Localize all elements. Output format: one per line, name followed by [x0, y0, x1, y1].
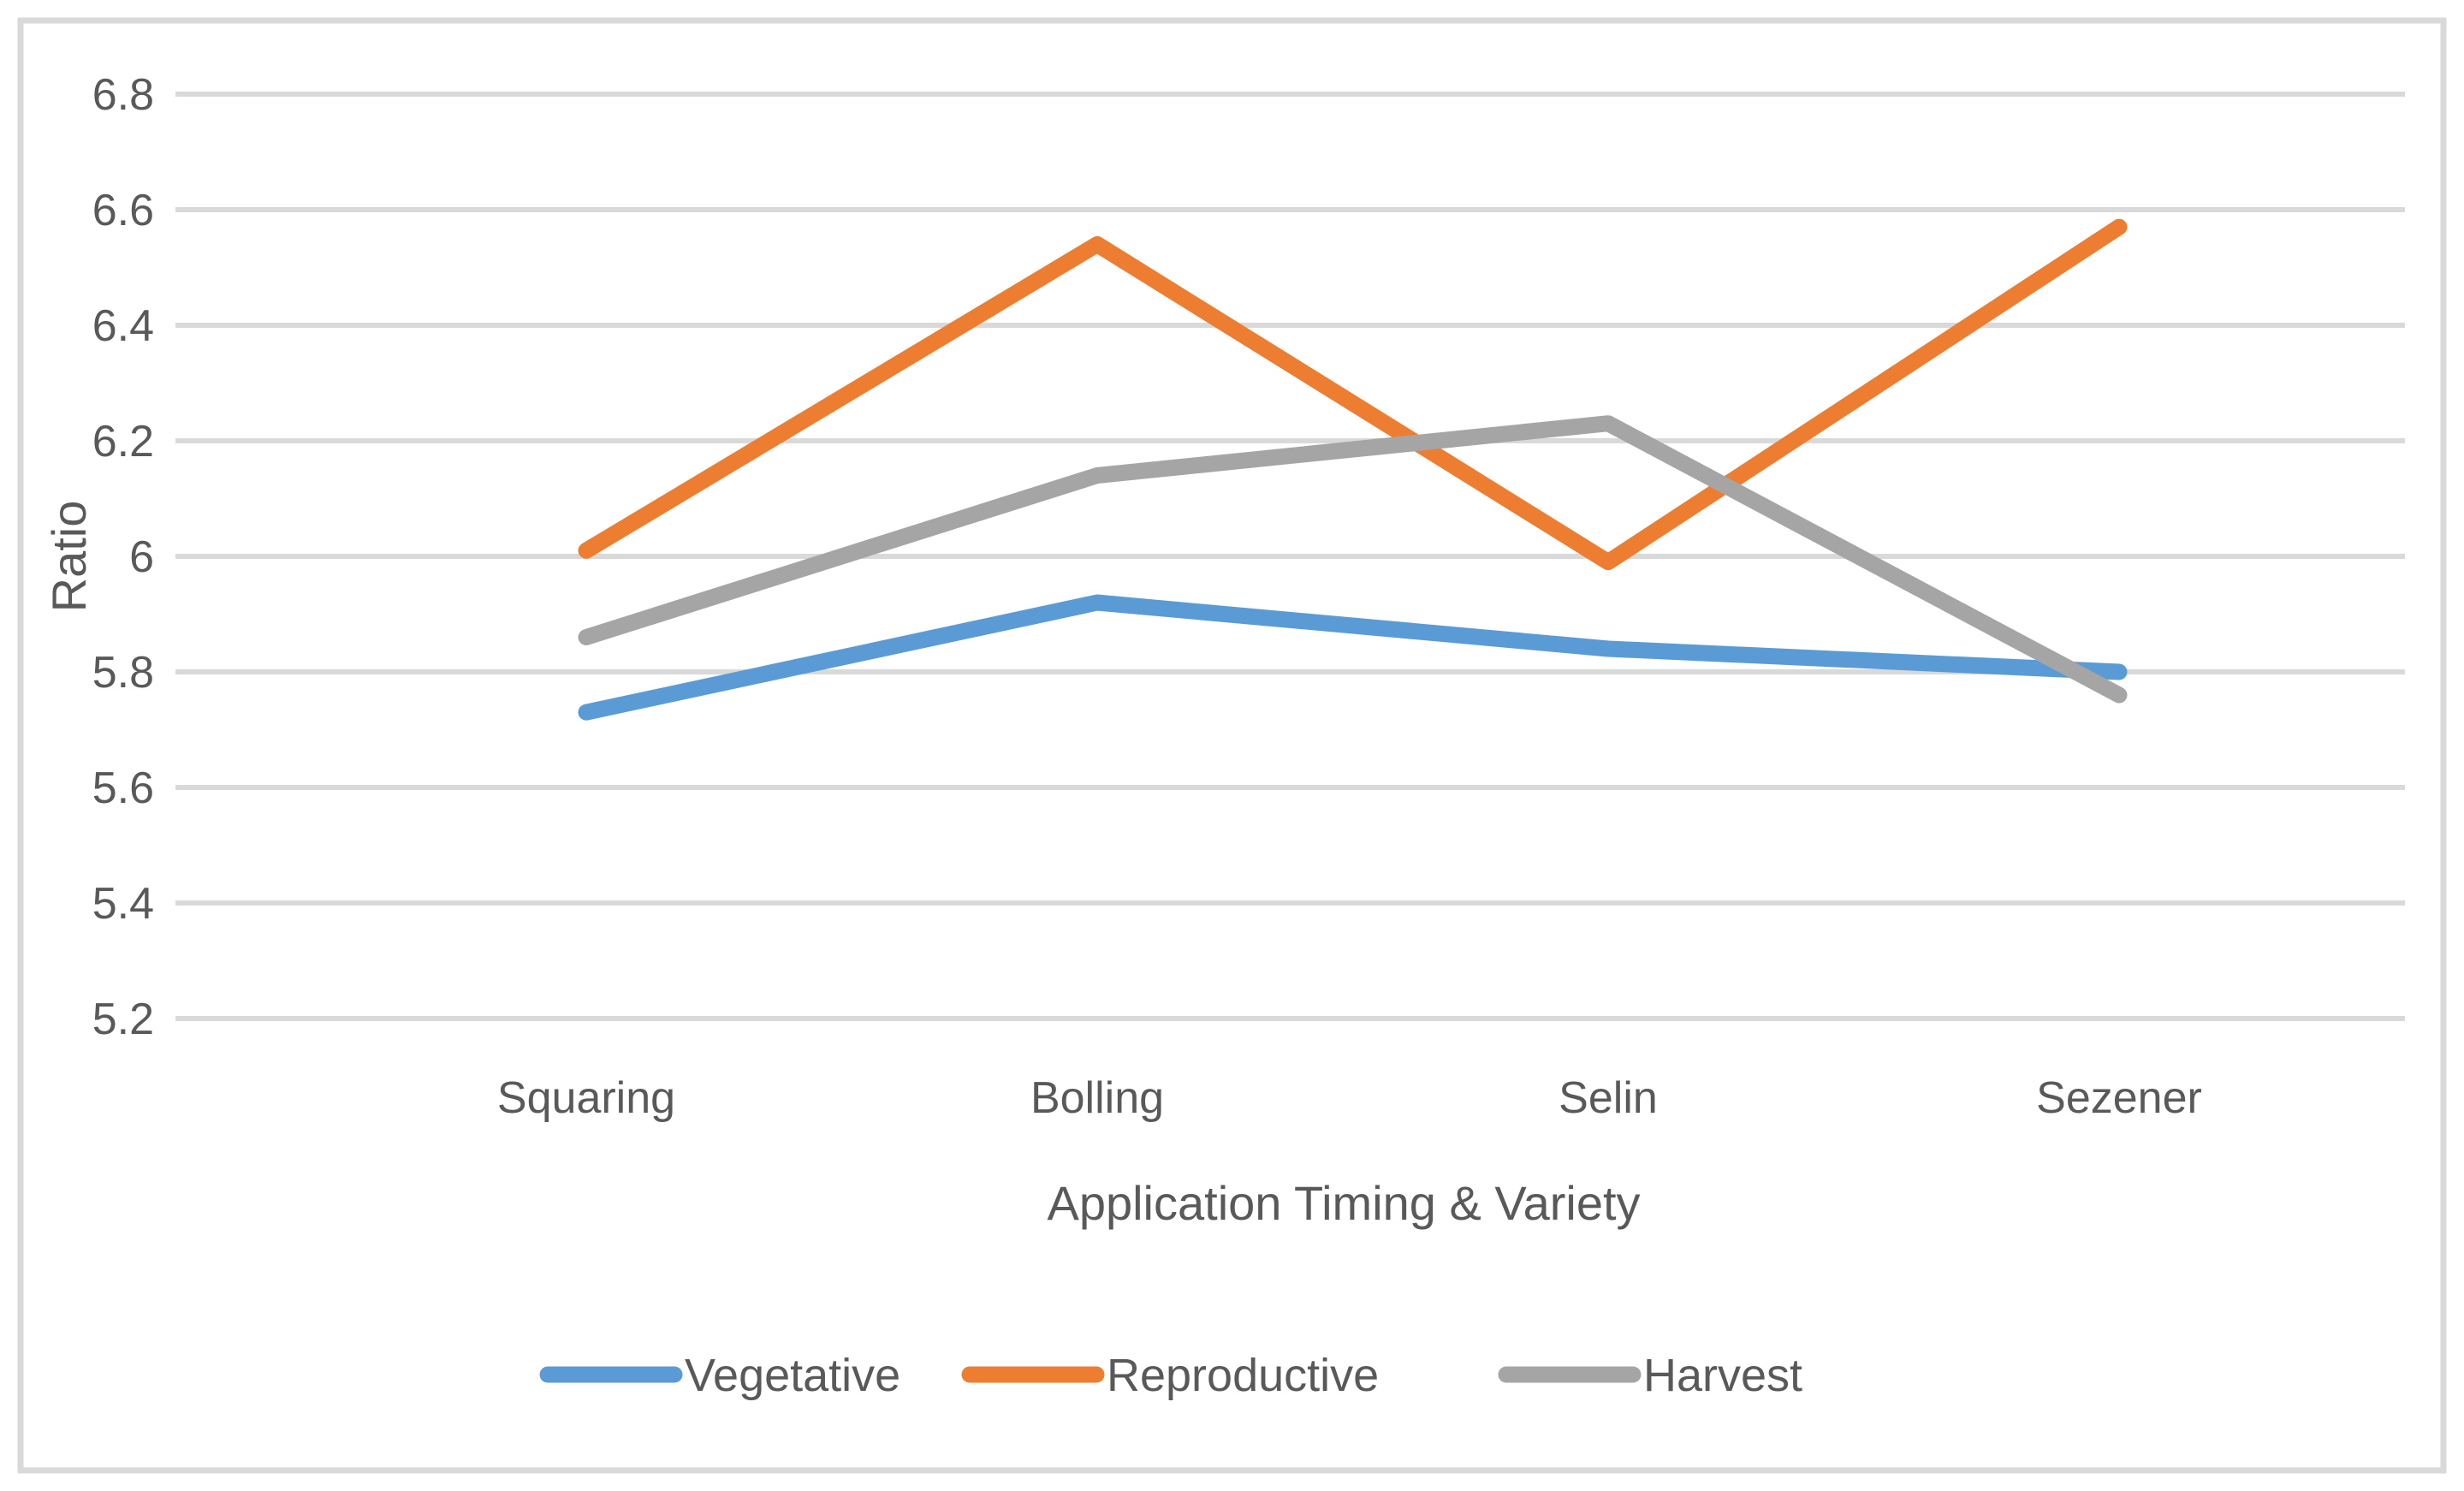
series-line-harvest	[578, 415, 2128, 704]
x-axis-category-labels: Squaring Bolling Selin Sezener	[497, 1073, 2202, 1123]
series-line-vegetative	[578, 594, 2128, 721]
x-category-label: Bolling	[1030, 1073, 1164, 1123]
y-tick-label: 5.6	[92, 763, 154, 813]
y-tick-label: 6.4	[92, 301, 154, 351]
y-tick-label: 5.2	[92, 995, 154, 1044]
y-tick-label: 6.2	[92, 417, 154, 466]
y-tick-label: 5.8	[92, 648, 154, 698]
legend-label: Harvest	[1643, 1350, 1802, 1401]
legend-label: Reproductive	[1107, 1350, 1379, 1401]
legend-label: Vegetative	[685, 1350, 900, 1401]
chart-border	[17, 17, 2447, 1474]
series-line-reproductive	[578, 218, 2128, 571]
legend: Vegetative Reproductive Harvest	[539, 1350, 1802, 1401]
y-axis-title: Ratio	[42, 501, 96, 613]
y-axis-title-text: Ratio	[42, 501, 96, 613]
x-axis-title-text: Application Timing & Variety	[1047, 1176, 1640, 1230]
y-tick-label: 5.4	[92, 879, 154, 929]
x-category-label: Squaring	[497, 1073, 675, 1123]
x-axis-title: Application Timing & Variety	[1047, 1176, 1640, 1230]
x-category-label: Selin	[1559, 1073, 1658, 1123]
data-series-lines	[578, 218, 2128, 721]
y-tick-label: 6.6	[92, 186, 154, 235]
y-tick-label: 6	[129, 532, 154, 582]
y-tick-label: 6.8	[92, 70, 154, 120]
x-category-label: Sezener	[2036, 1073, 2202, 1123]
y-axis-tick-labels: 5.2 5.4 5.6 5.8 6 6.2 6.4 6.6 6.8	[92, 70, 154, 1044]
